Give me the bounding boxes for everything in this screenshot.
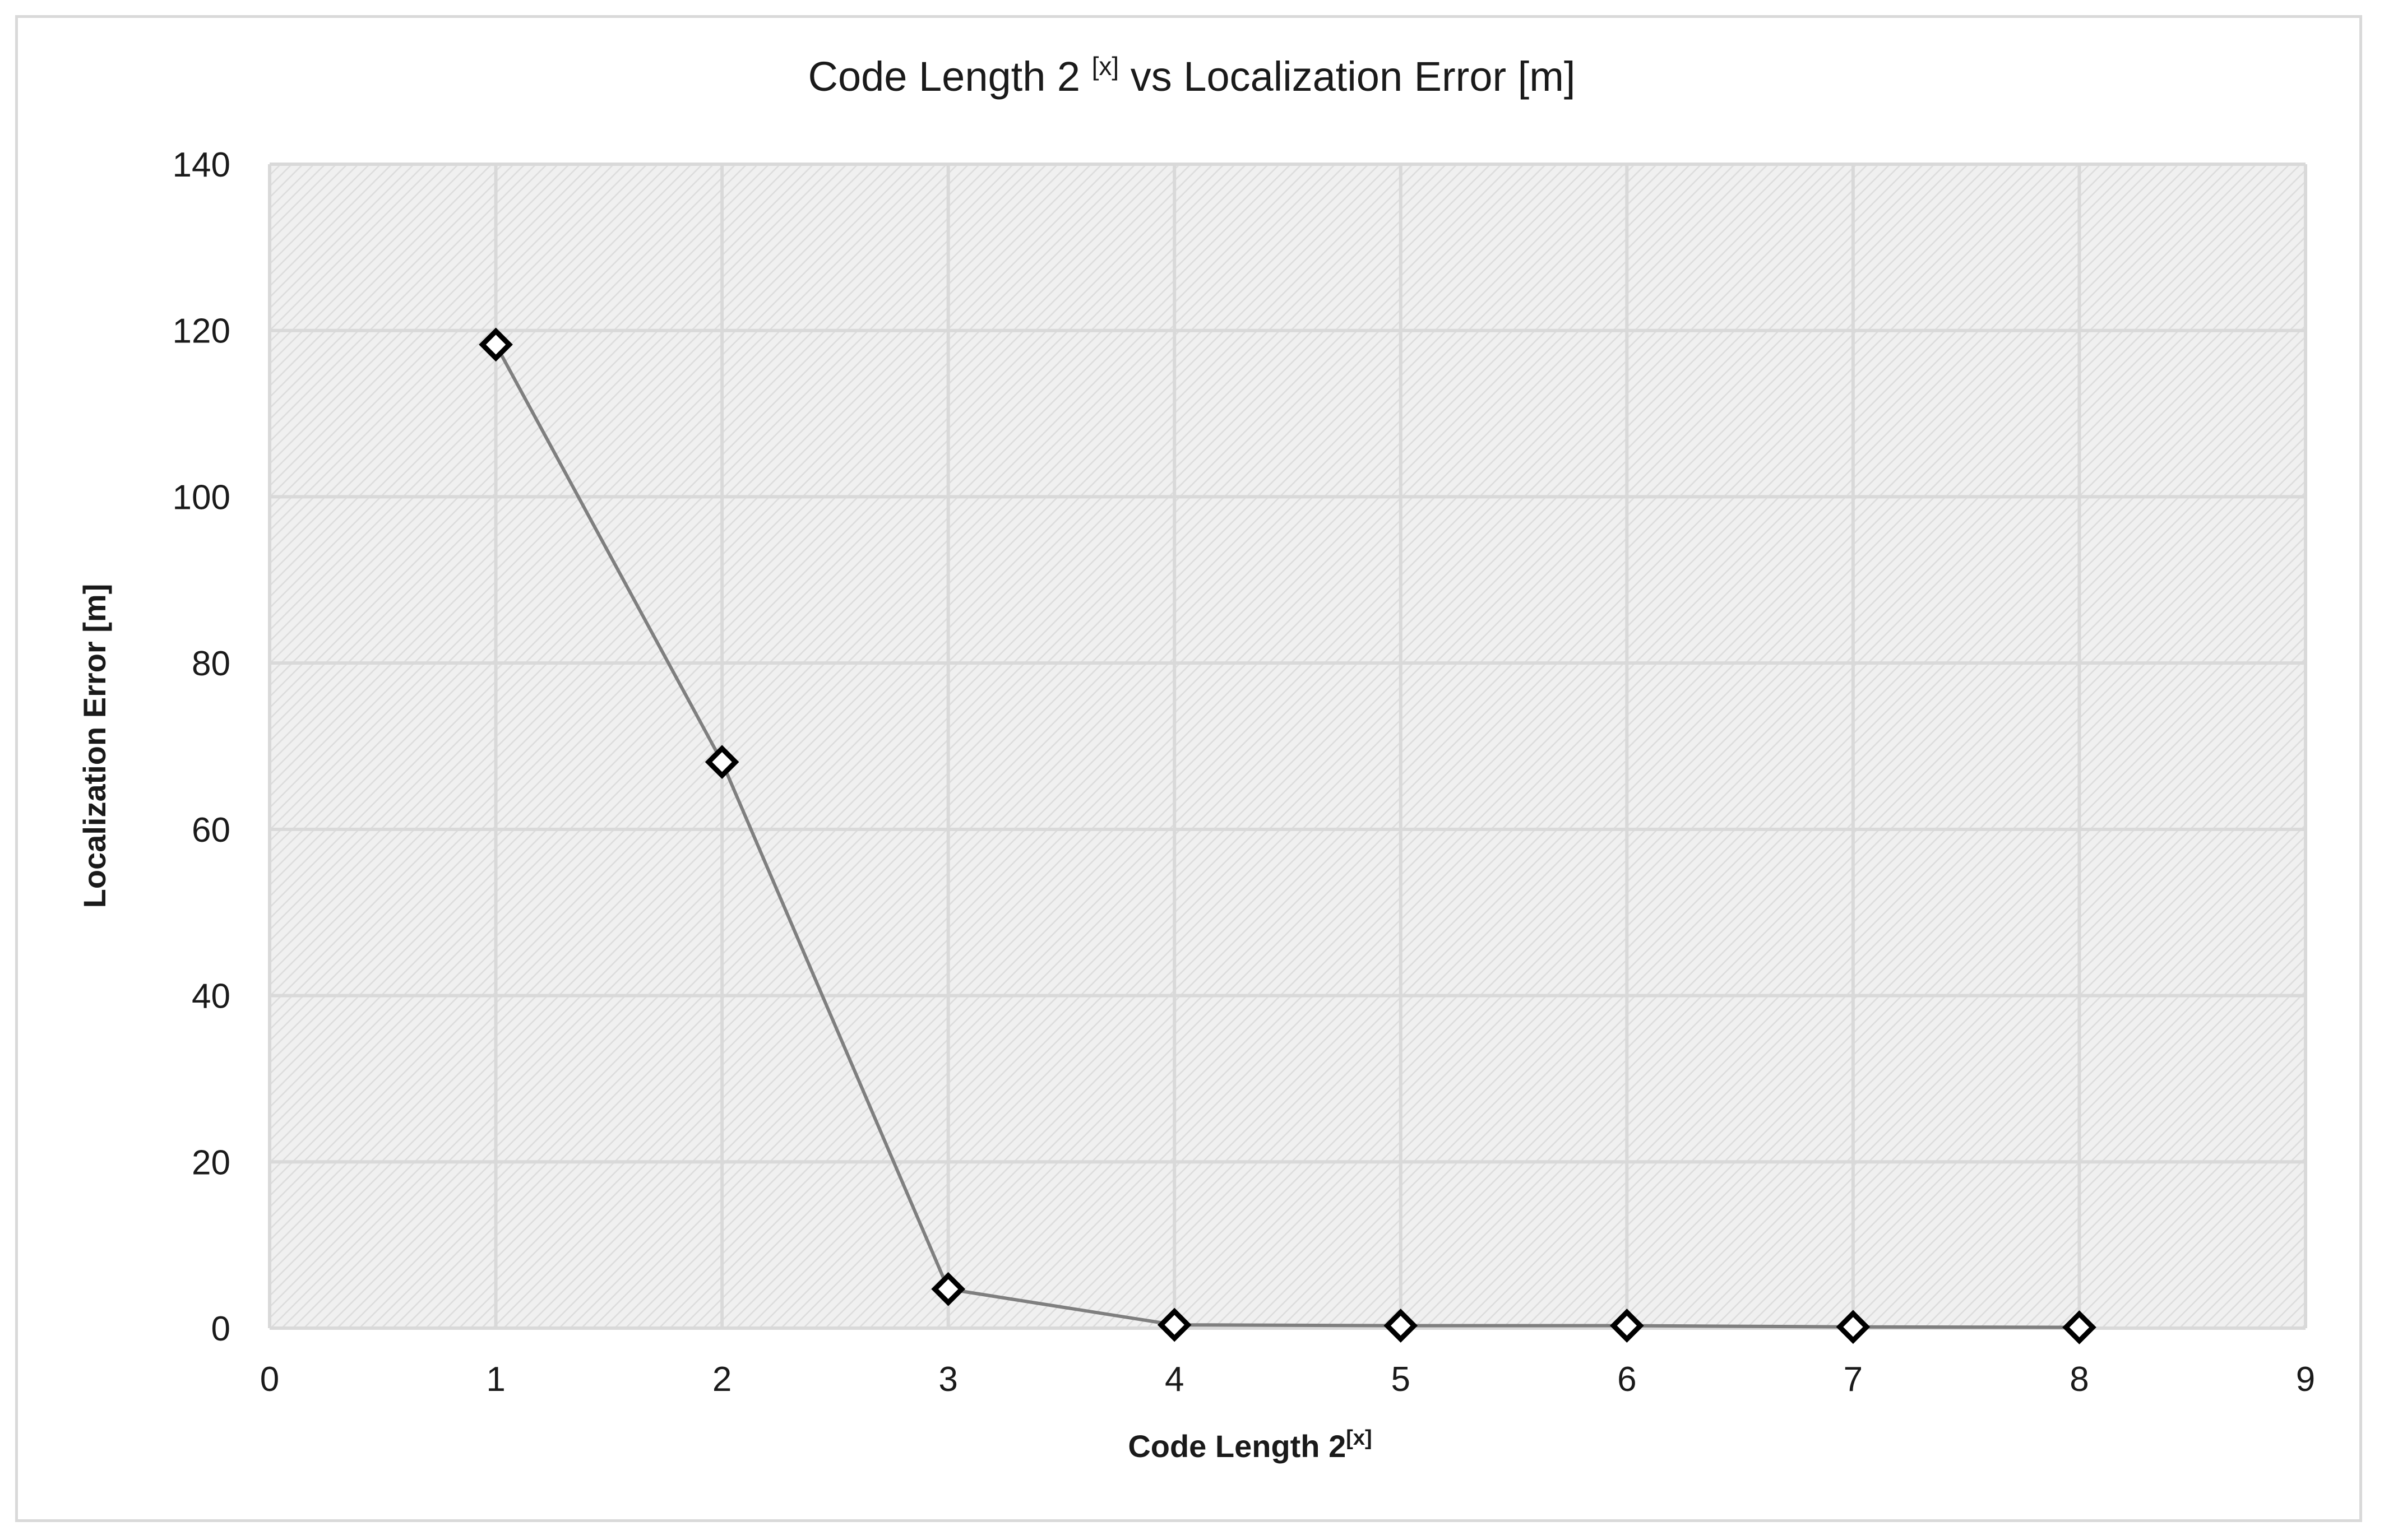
data-point-marker <box>1609 1309 1644 1343</box>
y-tick-label: 80 <box>192 644 230 683</box>
data-point-marker <box>2062 1310 2096 1344</box>
x-tick-label: 8 <box>2070 1360 2089 1399</box>
x-tick-label: 2 <box>712 1360 732 1399</box>
data-point-marker <box>1836 1310 1871 1344</box>
chart-title: Code Length 2 [x] vs Localization Error … <box>808 52 1576 100</box>
data-point-marker <box>1157 1307 1192 1342</box>
x-tick-label: 1 <box>486 1360 505 1399</box>
x-tick-label: 7 <box>1844 1360 1863 1399</box>
y-tick-label: 0 <box>211 1310 230 1348</box>
x-tick-label: 9 <box>2296 1360 2315 1399</box>
chart-title-sup: [x] <box>1092 52 1119 81</box>
x-tick-label: 0 <box>260 1360 279 1399</box>
x-tick-label: 4 <box>1165 1360 1184 1399</box>
x-tick-label: 3 <box>938 1360 957 1399</box>
x-tick-label: 6 <box>1617 1360 1636 1399</box>
data-series <box>479 327 2096 1344</box>
y-axis-title: Localization Error [m] <box>77 584 112 908</box>
x-axis-title-main: Code Length 2 <box>1128 1428 1346 1464</box>
x-tick-labels: 0 1 2 3 4 5 6 7 8 9 <box>260 1360 2315 1399</box>
y-tick-label: 100 <box>173 478 230 517</box>
y-tick-label: 20 <box>192 1143 230 1182</box>
x-axis-title-sup: [x] <box>1346 1426 1372 1450</box>
y-tick-label: 140 <box>173 146 230 184</box>
data-point-marker <box>931 1272 966 1306</box>
y-tick-labels: 0 20 40 60 80 100 120 140 <box>173 146 230 1348</box>
chart-title-main: Code Length 2 <box>808 53 1092 100</box>
data-point-marker <box>705 745 739 780</box>
x-axis-title: Code Length 2[x] <box>1128 1426 1372 1464</box>
y-tick-label: 120 <box>173 312 230 351</box>
data-point-marker <box>479 327 513 362</box>
plot-area <box>270 164 2306 1328</box>
data-point-marker <box>1383 1309 1418 1343</box>
chart-title-rest: vs Localization Error [m] <box>1119 53 1575 100</box>
x-tick-label: 5 <box>1391 1360 1410 1399</box>
y-tick-label: 60 <box>192 811 230 850</box>
series-line <box>494 344 2080 1329</box>
y-tick-label: 40 <box>192 977 230 1016</box>
